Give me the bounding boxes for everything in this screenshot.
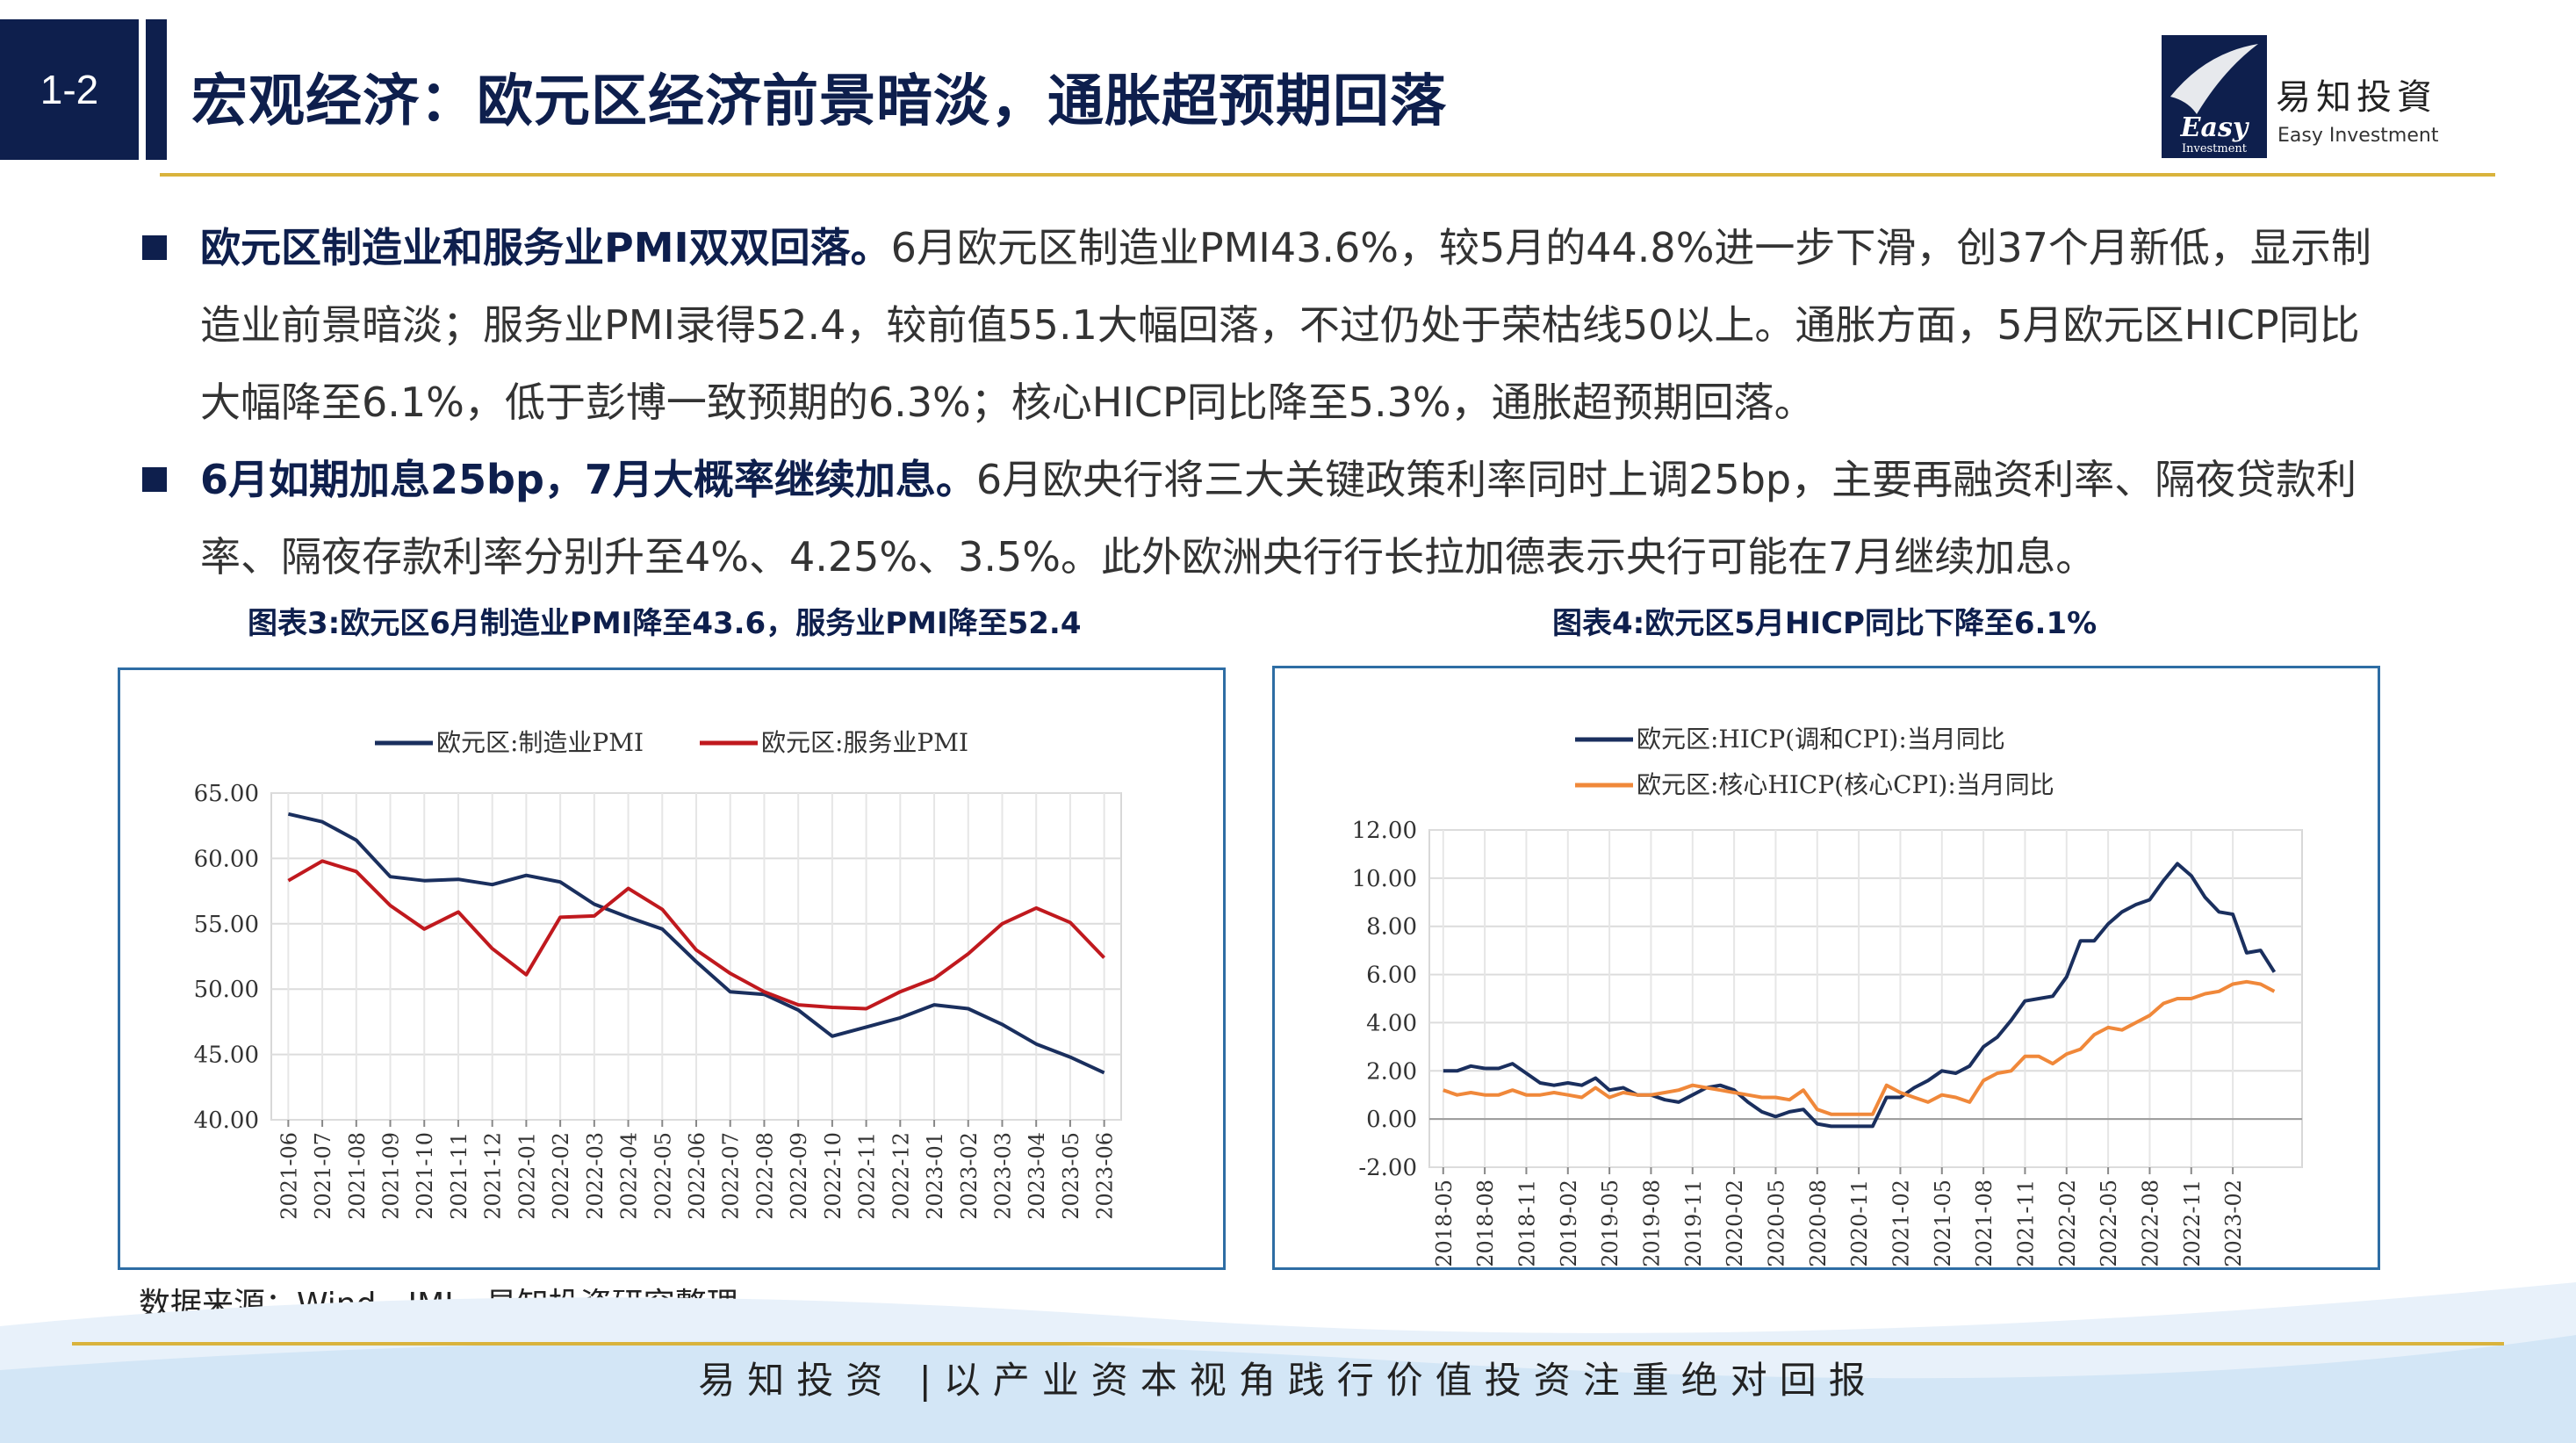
y-tick-label: 0.00 (1366, 1107, 1417, 1133)
bullet-list: 欧元区制造业和服务业PMI双双回落。6月欧元区制造业PMI43.6%，较5月的4… (139, 209, 2386, 595)
x-tick-label: 2022-02 (2055, 1180, 2080, 1267)
series-line (287, 812, 1105, 1075)
x-tick-label: 2022-01 (514, 1132, 539, 1220)
x-tick-label: 2022-06 (685, 1132, 709, 1220)
x-tick-label: 2022-05 (2097, 1180, 2121, 1267)
bullet-item: 6月如期加息25bp，7月大概率继续加息。6月欧央行将三大关键政策利率同时上调2… (139, 441, 2386, 595)
x-tick-label: 2023-04 (1025, 1132, 1049, 1220)
x-tick-label: 2021-02 (1889, 1180, 1913, 1267)
section-number-badge: 1-2 (0, 19, 139, 160)
y-tick-label: 40.00 (194, 1108, 259, 1134)
series-line (287, 859, 1106, 1011)
y-tick-label: 65.00 (194, 781, 259, 807)
x-tick-label: 2022-07 (719, 1132, 744, 1220)
y-tick-label: 12.00 (1352, 818, 1417, 844)
x-tick-label: 2019-08 (1639, 1180, 1664, 1267)
x-tick-label: 2022-08 (752, 1132, 777, 1220)
chart-hicp: -2.00 0.00 2.00 4.00 6.00 8.00 10.00 12.00 2018-… (1352, 725, 2303, 1267)
bullet-lead: 欧元区制造业和服务业PMI双双回落。 (200, 224, 891, 271)
header-divider (160, 173, 2495, 177)
x-tick-label: 2019-02 (1557, 1180, 1581, 1267)
legend-label: 欧元区:制造业PMI (436, 728, 644, 757)
chart-pmi: 40.00 45.00 50.00 55.00 60.00 65.00 2021-06 202… (194, 728, 1122, 1220)
logo-mark-text: Easy (2180, 112, 2250, 143)
y-tick-label: 55.00 (194, 912, 259, 938)
y-tick-label: 60.00 (194, 846, 259, 872)
x-tick-label: 2022-09 (787, 1132, 811, 1220)
x-tick-label: 2021-08 (1972, 1180, 1997, 1267)
x-tick-label: 2021-05 (1931, 1180, 1955, 1267)
y-tick-label: -2.00 (1358, 1155, 1417, 1181)
logo-mark-sub: Investment (2182, 142, 2248, 155)
y-tick-label: 6.00 (1366, 963, 1417, 989)
x-tick-label: 2023-02 (957, 1132, 982, 1220)
chart-pmi-title: 图表3:欧元区6月制造业PMI降至43.6，服务业PMI降至52.4 (248, 606, 1082, 641)
page-title: 宏观经济：欧元区经济前景暗淡，通胀超预期回落 (191, 69, 1447, 134)
section-number: 1-2 (40, 67, 99, 112)
x-tick-label: 2019-11 (1681, 1180, 1706, 1267)
bullet-lead: 6月如期加息25bp，7月大概率继续加息。 (200, 456, 976, 503)
x-tick-label: 2022-03 (583, 1132, 608, 1220)
y-tick-label: 50.00 (194, 977, 259, 1003)
x-tick-label: 2022-02 (549, 1132, 573, 1220)
x-tick-label: 2018-08 (1473, 1180, 1498, 1267)
x-tick-label: 2022-05 (651, 1132, 675, 1220)
x-tick-label: 2022-11 (2180, 1180, 2205, 1267)
x-tick-label: 2019-05 (1598, 1180, 1623, 1267)
legend-label: 欧元区:HICP(调和CPI):当月同比 (1637, 725, 2005, 754)
footer-wave-decoration (0, 1282, 2576, 1443)
bullet-body: 6月欧元区制造业PMI43.6%，较5月的44.8%进一步下滑，创37个月新低，… (200, 224, 2371, 426)
x-tick-label: 2023-01 (923, 1132, 947, 1220)
x-tick-label: 2021-11 (447, 1132, 471, 1220)
x-tick-label: 2020-02 (1723, 1180, 1747, 1267)
x-tick-label: 2021-12 (481, 1132, 506, 1220)
logo-chinese-name: 易知投資 (2276, 77, 2437, 118)
x-tick-label: 2022-10 (821, 1132, 845, 1220)
x-tick-label: 2018-05 (1432, 1180, 1457, 1267)
x-tick-label: 2023-05 (1059, 1132, 1083, 1220)
y-tick-label: 45.00 (194, 1043, 259, 1069)
company-logo-icon: Easy Investment (2162, 35, 2267, 158)
x-tick-label: 2022-11 (855, 1132, 880, 1220)
bullet-body: 6月欧央行将三大关键政策利率同时上调25bp，主要再融资利率、隔夜贷款利率、隔夜… (200, 456, 2357, 581)
logo-english-name: Easy Investment (2277, 125, 2439, 147)
y-tick-label: 2.00 (1366, 1058, 1417, 1085)
x-tick-label: 2021-08 (345, 1132, 370, 1220)
x-tick-label: 2021-06 (277, 1132, 301, 1220)
legend-label: 欧元区:核心HICP(核心CPI):当月同比 (1637, 770, 2054, 799)
x-tick-label: 2023-03 (990, 1132, 1015, 1220)
x-tick-label: 2022-08 (2138, 1180, 2162, 1267)
x-tick-label: 2018-11 (1515, 1180, 1539, 1267)
x-tick-label: 2022-04 (617, 1132, 642, 1220)
x-tick-label: 2021-10 (413, 1132, 437, 1220)
bullet-square-icon (142, 467, 167, 492)
x-tick-label: 2020-05 (1764, 1180, 1788, 1267)
chart-hicp-title: 图表4:欧元区5月HICP同比下降至6.1% (1552, 606, 2097, 641)
x-tick-label: 2022-12 (889, 1132, 913, 1220)
plot-area (1428, 829, 2303, 1168)
x-tick-label: 2021-07 (311, 1132, 335, 1220)
y-tick-label: 10.00 (1352, 866, 1417, 892)
chart-pmi-frame: 40.00 45.00 50.00 55.00 60.00 65.00 2021-06 202… (118, 667, 1226, 1270)
x-tick-label: 2023-06 (1093, 1132, 1118, 1220)
x-tick-label: 2021-11 (2013, 1180, 2038, 1267)
bullet-square-icon (142, 235, 167, 260)
bullet-item: 欧元区制造业和服务业PMI双双回落。6月欧元区制造业PMI43.6%，较5月的4… (139, 209, 2386, 441)
x-tick-label: 2021-09 (379, 1132, 404, 1220)
section-accent-bar (146, 19, 167, 160)
y-tick-label: 4.00 (1366, 1010, 1417, 1036)
x-tick-label: 2020-11 (1847, 1180, 1872, 1267)
series-line (1443, 862, 2277, 1129)
series-line (1443, 979, 2276, 1116)
x-tick-label: 2020-08 (1806, 1180, 1831, 1267)
footer-slogan: 易知投资 |以产业资本视角践行价值投资注重绝对回报 (698, 1359, 1878, 1402)
y-tick-label: 8.00 (1366, 914, 1417, 941)
footer-divider (72, 1342, 2504, 1346)
legend-label: 欧元区:服务业PMI (761, 728, 968, 757)
chart-hicp-frame: -2.00 0.00 2.00 4.00 6.00 8.00 10.00 12.00 2018-… (1272, 666, 2380, 1270)
x-tick-label: 2023-02 (2221, 1180, 2246, 1267)
